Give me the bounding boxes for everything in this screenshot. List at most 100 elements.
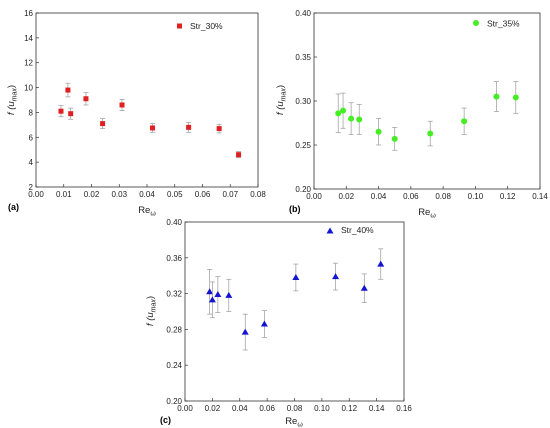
panel-c-y-tick-label: 0.24 bbox=[166, 361, 182, 370]
panel-a-y-axis-title: f (umax) bbox=[6, 85, 19, 115]
panel-b-x-axis-title: Reω bbox=[418, 207, 436, 220]
panel-b-data-point bbox=[512, 94, 519, 101]
panel-a-label: (a) bbox=[8, 202, 19, 212]
panel-a-data-point bbox=[58, 108, 64, 114]
panel-b-data-point bbox=[335, 110, 342, 117]
panel-c-x-tick-label: 0.12 bbox=[341, 404, 357, 413]
panel-a-y-tick-label: 10 bbox=[24, 84, 33, 93]
panel-b-x-tick-label: 0.02 bbox=[338, 192, 354, 201]
panel-a-y-tick-label: 8 bbox=[29, 108, 34, 117]
panel-c-data-point bbox=[214, 290, 222, 297]
panel-a-x-tick-label: 0.01 bbox=[56, 190, 72, 199]
panel-b-legend-label: Str_35% bbox=[487, 19, 520, 29]
panel-a-plot-frame bbox=[35, 12, 259, 188]
panel-b-plot-frame bbox=[313, 12, 541, 190]
panel-a-x-tick-label: 0.07 bbox=[222, 190, 238, 199]
panel-b-x-tick-label: 0.12 bbox=[500, 192, 516, 201]
panel-a-x-tick-label: 0.05 bbox=[167, 190, 183, 199]
panel-c-y-tick-label: 0.36 bbox=[166, 254, 182, 263]
panel-c-data-point bbox=[208, 296, 216, 303]
panel-c-x-tick-label: 0.14 bbox=[369, 404, 385, 413]
panel-a-y-tick-label: 12 bbox=[24, 59, 33, 68]
panel-c-x-tick-label: 0.04 bbox=[232, 404, 248, 413]
panel-b-x-tick-label: 0.14 bbox=[532, 192, 548, 201]
panel-c-y-tick-label: 0.32 bbox=[166, 290, 182, 299]
panel-c-x-tick-label: 0.00 bbox=[177, 404, 193, 413]
panel-b-data-point bbox=[348, 115, 355, 122]
panel-a-data-point bbox=[83, 96, 89, 102]
panel-c-legend-marker bbox=[326, 227, 334, 234]
panel-b-data-point bbox=[356, 116, 363, 123]
panel-b-x-tick-label: 0.00 bbox=[306, 192, 322, 201]
panel-b-x-tick-label: 0.10 bbox=[468, 192, 484, 201]
panel-b-label: (b) bbox=[289, 204, 301, 214]
panel-a-x-tick-label: 0.00 bbox=[28, 190, 44, 199]
panel-b-ticks: 0.00 0.02 0.04 0.06 0.08 0.10 0.12 0.14 0.20 0.25… bbox=[295, 9, 548, 201]
panel-a-legend: Str_30% bbox=[177, 21, 223, 31]
panel-a: 0.00 0.01 0.02 0.03 0.04 0.05 0.06 0.07 0.08 2 4 6 8… bbox=[6, 9, 266, 218]
panel-b-data-point bbox=[340, 107, 347, 114]
panel-a-ticks: 0.00 0.01 0.02 0.03 0.04 0.05 0.06 0.07 0.08 2 4 6 8… bbox=[24, 9, 266, 199]
panel-a-data-point bbox=[65, 87, 71, 93]
panel-c-y-tick-label: 0.20 bbox=[166, 397, 182, 406]
panel-a-data-point bbox=[186, 124, 192, 130]
panel-c-data-point bbox=[241, 328, 249, 335]
panel-a-data-point bbox=[236, 152, 242, 158]
panel-b-data-point bbox=[493, 93, 500, 100]
panel-a-x-tick-label: 0.08 bbox=[250, 190, 266, 199]
panel-a-x-tick-label: 0.03 bbox=[111, 190, 127, 199]
panel-a-x-tick-label: 0.06 bbox=[195, 190, 211, 199]
panel-b-y-axis-title: f (umax) bbox=[275, 85, 288, 115]
panel-c-marks bbox=[206, 248, 385, 351]
panel-a-y-tick-label: 14 bbox=[24, 34, 33, 43]
panel-c-data-point bbox=[332, 273, 340, 280]
panel-c: 0.00 0.02 0.04 0.06 0.08 0.10 0.12 0.14 0.16 0.20… bbox=[145, 218, 412, 428]
panel-b-y-tick-label: 0.40 bbox=[295, 9, 311, 18]
panel-b-data-point bbox=[375, 128, 382, 135]
panel-c-x-tick-label: 0.16 bbox=[396, 404, 412, 413]
panel-b-y-tick-label: 0.20 bbox=[295, 185, 311, 194]
panel-c-x-axis-title: Reω bbox=[285, 416, 303, 428]
panel-a-marks bbox=[58, 82, 242, 159]
panel-a-legend-label: Str_30% bbox=[190, 21, 223, 31]
panel-a-y-tick-label: 2 bbox=[29, 183, 34, 192]
panel-b-y-tick-label: 0.35 bbox=[295, 53, 311, 62]
panel-a-data-point bbox=[216, 126, 222, 132]
panel-b-legend: Str_35% bbox=[473, 19, 520, 29]
panel-a-data-point bbox=[150, 125, 156, 131]
panel-c-data-point bbox=[225, 291, 233, 298]
panel-a-x-tick-label: 0.04 bbox=[139, 190, 155, 199]
panel-b-data-point bbox=[391, 135, 398, 142]
panel-a-y-tick-label: 6 bbox=[29, 133, 34, 142]
panel-c-x-tick-label: 0.02 bbox=[205, 404, 221, 413]
panel-c-data-point bbox=[360, 284, 368, 291]
panel-a-y-tick-label: 4 bbox=[29, 158, 34, 167]
panel-c-legend: Str_40% bbox=[326, 225, 374, 235]
panel-a-x-axis-title: Reω bbox=[138, 205, 156, 218]
panel-b-y-tick-label: 0.25 bbox=[295, 141, 311, 150]
panel-b-marks bbox=[335, 81, 519, 151]
panel-c-data-point bbox=[206, 288, 214, 295]
panel-c-x-tick-label: 0.10 bbox=[314, 404, 330, 413]
panel-a-data-point bbox=[119, 102, 125, 108]
panel-b: 0.00 0.02 0.04 0.06 0.08 0.10 0.12 0.14 0.20 0.25… bbox=[275, 9, 548, 220]
panel-b-legend-marker bbox=[473, 20, 479, 26]
panel-a-y-tick-label: 16 bbox=[24, 9, 33, 18]
panel-c-y-axis-title: f (umax) bbox=[145, 296, 158, 326]
panel-c-label: (c) bbox=[160, 415, 171, 425]
panel-b-x-tick-label: 0.04 bbox=[371, 192, 387, 201]
panel-b-x-tick-label: 0.08 bbox=[435, 192, 451, 201]
panel-a-x-tick-label: 0.02 bbox=[84, 190, 100, 199]
panel-c-ticks: 0.00 0.02 0.04 0.06 0.08 0.10 0.12 0.14 0.16 0.20… bbox=[166, 218, 412, 413]
panel-c-legend-label: Str_40% bbox=[341, 225, 374, 235]
panel-c-x-tick-label: 0.08 bbox=[287, 404, 303, 413]
panel-a-data-point bbox=[68, 111, 74, 117]
panel-c-data-point bbox=[260, 320, 268, 327]
panel-c-data-point bbox=[292, 273, 300, 280]
panel-c-y-tick-label: 0.40 bbox=[166, 218, 182, 227]
panel-c-y-tick-label: 0.28 bbox=[166, 325, 182, 334]
panel-a-legend-marker bbox=[177, 23, 182, 29]
panel-c-data-point bbox=[377, 260, 385, 267]
panel-b-y-tick-label: 0.30 bbox=[295, 97, 311, 106]
